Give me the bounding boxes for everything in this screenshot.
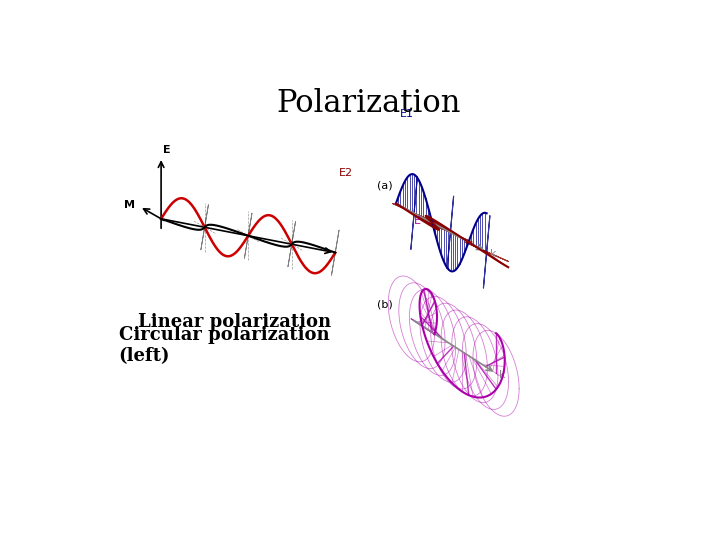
Text: Linear polarization: Linear polarization [138, 313, 331, 330]
Text: M: M [124, 200, 135, 210]
Text: k: k [490, 248, 497, 259]
Text: k: k [499, 370, 505, 380]
Text: (a): (a) [377, 180, 392, 190]
Text: E: E [413, 217, 420, 226]
Text: (b): (b) [377, 299, 392, 309]
Text: E2: E2 [339, 168, 354, 178]
Text: E1: E1 [400, 109, 413, 119]
Text: E: E [163, 145, 170, 155]
Text: Circular polarization
(left): Circular polarization (left) [119, 327, 329, 365]
Text: Polarization: Polarization [276, 88, 462, 119]
